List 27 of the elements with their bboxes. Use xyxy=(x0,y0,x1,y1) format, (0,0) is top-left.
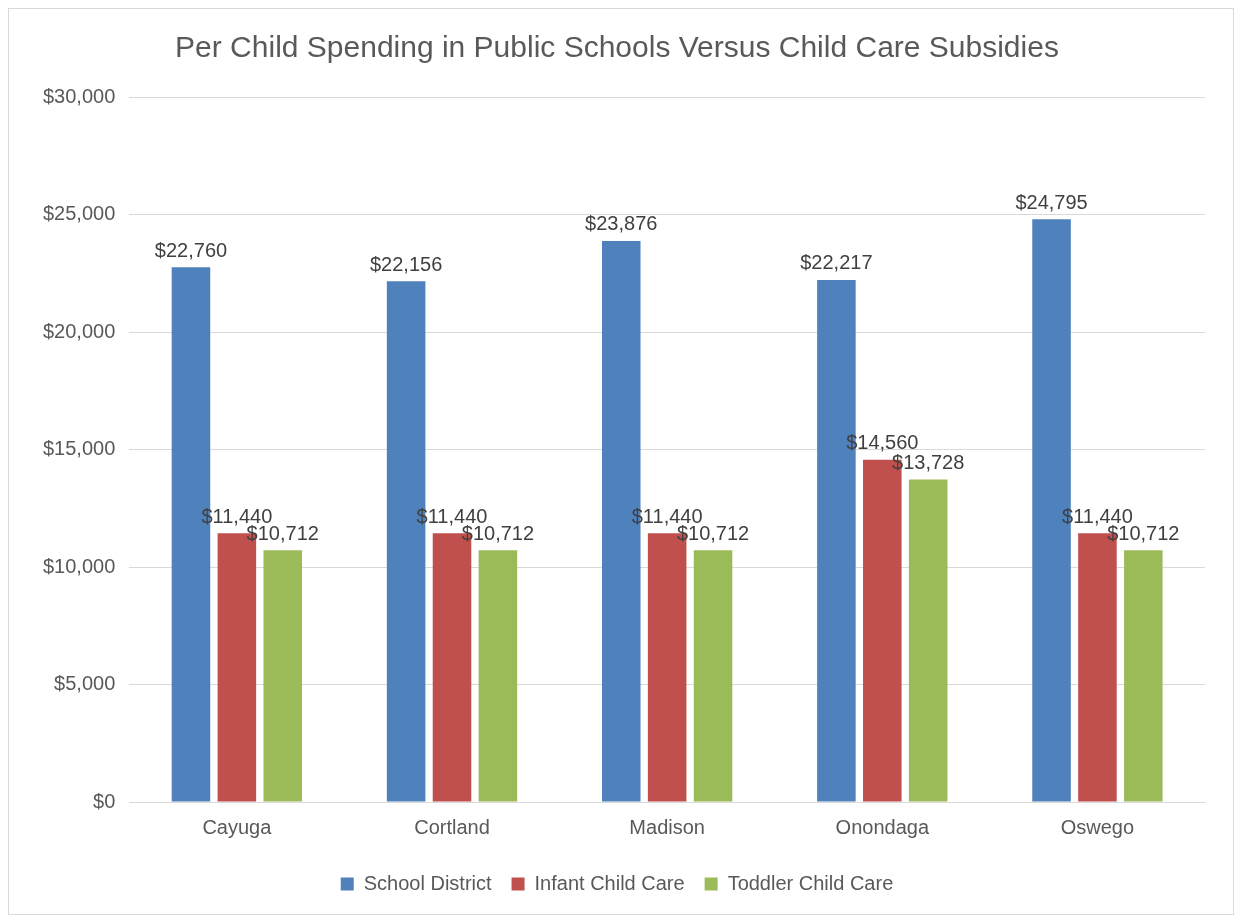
bar xyxy=(1124,550,1163,802)
data-label: $22,217 xyxy=(800,251,873,274)
y-tick-label: $25,000 xyxy=(43,202,116,225)
x-tick-label: Cayuga xyxy=(202,815,273,838)
y-tick-label: $20,000 xyxy=(43,319,116,342)
y-tick-label: $0 xyxy=(93,789,116,812)
x-tick-label: Cortland xyxy=(414,815,490,838)
bar xyxy=(478,550,518,802)
data-label: $23,876 xyxy=(585,212,658,235)
x-tick-label: Oswego xyxy=(1060,815,1135,838)
legend-label: Infant Child Care xyxy=(534,871,685,894)
data-label: $13,728 xyxy=(892,450,965,473)
x-tick-label: Madison xyxy=(629,815,705,838)
bar xyxy=(908,479,948,802)
legend-label: School District xyxy=(363,871,492,894)
data-label: $22,156 xyxy=(369,252,443,275)
data-label: $22,760 xyxy=(154,238,228,261)
y-tick-label: $30,000 xyxy=(43,84,116,107)
bar xyxy=(693,550,733,802)
y-tick-label: $15,000 xyxy=(43,437,116,460)
legend-label: Toddler Child Care xyxy=(727,871,894,894)
y-tick-label: $10,000 xyxy=(43,554,116,577)
data-label: $24,795 xyxy=(1015,190,1088,213)
chart-title: Per Child Spending in Public Schools Versus Child Care Subsidies xyxy=(175,30,1059,64)
bar xyxy=(263,550,303,802)
y-tick-label: $5,000 xyxy=(54,672,116,695)
x-tick-label: Onondaga xyxy=(835,815,930,838)
